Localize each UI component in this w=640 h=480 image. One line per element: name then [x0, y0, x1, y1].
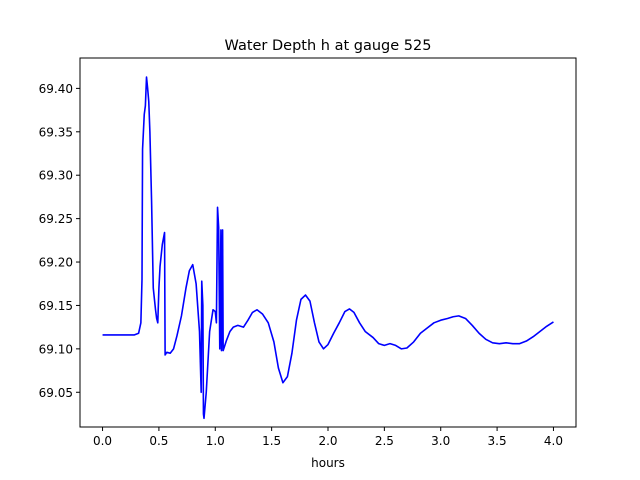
x-tick-label: 1.5 [262, 434, 281, 448]
y-axis: 69.05 69.10 69.15 69.20 69.25 69.30 69.35 69.40 [39, 82, 80, 400]
y-tick-label: 69.20 [39, 256, 73, 270]
x-axis: 0.0 0.5 1.0 1.5 2.0 2.5 3.0 3.5 4.0 [93, 427, 563, 448]
y-tick-label: 69.35 [39, 125, 73, 139]
y-tick-label: 69.05 [39, 386, 73, 400]
x-tick-label: 3.5 [488, 434, 507, 448]
y-tick-label: 69.40 [39, 82, 73, 96]
x-tick-label: 2.0 [318, 434, 337, 448]
y-tick-label: 69.30 [39, 169, 73, 183]
x-tick-label: 4.0 [544, 434, 563, 448]
x-tick-label: 3.0 [431, 434, 450, 448]
y-tick-label: 69.25 [39, 212, 73, 226]
chart-title: Water Depth h at gauge 525 [225, 38, 432, 54]
y-tick-label: 69.10 [39, 342, 73, 356]
x-tick-label: 1.0 [206, 434, 225, 448]
x-tick-label: 2.5 [375, 434, 394, 448]
x-axis-label: hours [311, 456, 345, 470]
x-tick-label: 0.5 [149, 434, 168, 448]
x-tick-label: 0.0 [93, 434, 112, 448]
series-line-0 [102, 76, 554, 420]
y-tick-label: 69.15 [39, 299, 73, 313]
